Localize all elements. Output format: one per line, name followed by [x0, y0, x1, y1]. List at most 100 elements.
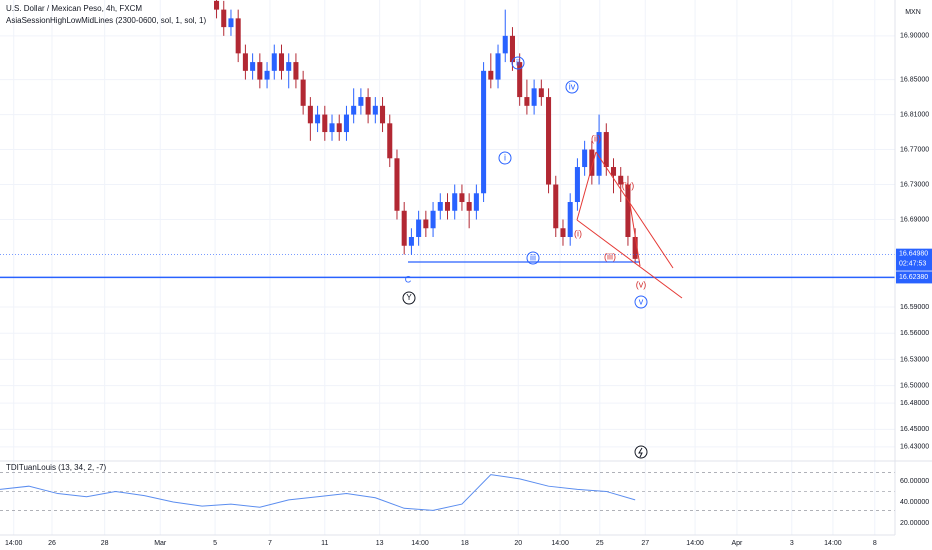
- x-tick-label: 13: [376, 540, 384, 547]
- candle-body: [416, 219, 422, 237]
- event-icon[interactable]: [634, 445, 648, 459]
- time-axis: [0, 535, 932, 550]
- candle-body: [553, 184, 559, 229]
- candle-body: [401, 210, 407, 246]
- candle-body: [603, 132, 609, 168]
- y-tick-label: 16.43000: [900, 444, 929, 451]
- y-tick-label: 16.73000: [900, 181, 929, 188]
- candle-body: [408, 236, 414, 246]
- candle-body: [300, 79, 306, 106]
- grid: [0, 0, 895, 535]
- wave-label: iv: [569, 81, 576, 91]
- price-label: 16.64980: [899, 251, 928, 258]
- candle-body: [271, 53, 277, 71]
- candle-body: [257, 62, 263, 80]
- candle-body: [286, 62, 292, 71]
- candle-body: [502, 35, 508, 54]
- price-label-box: [896, 271, 932, 284]
- wedge-line: [595, 151, 674, 269]
- candle-body: [610, 167, 617, 176]
- y-tick-label: 16.90000: [900, 33, 929, 40]
- wave-label: iii: [530, 252, 536, 262]
- candle-body: [538, 88, 544, 98]
- x-tick-label: 7: [268, 540, 272, 547]
- candle-body: [228, 18, 234, 28]
- y-tick-label: 16.53000: [900, 356, 929, 363]
- candle-body: [459, 193, 465, 203]
- candle-body: [466, 202, 472, 211]
- candle-body: [495, 53, 501, 80]
- wave-label: (i): [574, 228, 582, 238]
- y-tick-label: 16.81000: [900, 111, 929, 118]
- x-tick-label: 28: [101, 540, 109, 547]
- candle-body: [567, 202, 573, 237]
- candle-body: [387, 123, 393, 159]
- candle-body: [307, 105, 313, 124]
- candle-body: [423, 219, 429, 229]
- wave-label: v: [639, 296, 644, 306]
- countdown: 02:47:53: [899, 261, 926, 268]
- candle-body: [437, 202, 443, 211]
- y-tick-label: 16.50000: [900, 383, 929, 390]
- wave-circle: [498, 151, 512, 165]
- wedge-line: [576, 219, 683, 299]
- y-tick-label: 16.56000: [900, 330, 929, 337]
- x-tick-label: 8: [873, 540, 877, 547]
- wave-circle: [402, 291, 416, 305]
- x-tick-label: 18: [461, 540, 469, 547]
- candles: [0, 0, 895, 511]
- currency: MXN: [905, 9, 921, 16]
- candle-body: [242, 53, 248, 71]
- candle-body: [560, 228, 566, 237]
- x-tick-label: 27: [641, 540, 649, 547]
- x-tick-label: 20: [514, 540, 522, 547]
- candle-body: [336, 123, 342, 133]
- axes: 16.90000 16.85000 16.81000 16.77000 16.73000…: [5, 33, 932, 547]
- candle-body: [343, 114, 349, 133]
- wedge-line: [629, 203, 641, 267]
- price-label-box: [896, 248, 932, 271]
- indicator-label: AsiaSessionHighLowMidLines (2300-0600, s…: [6, 16, 206, 25]
- y-tick-label: 16.45000: [900, 426, 929, 433]
- y-tick-label: 60.00000: [900, 478, 929, 485]
- candle-body: [278, 53, 285, 71]
- x-tick-label: 5: [213, 540, 217, 547]
- x-tick-label: 3: [790, 540, 794, 547]
- candle-body: [625, 184, 631, 237]
- wave-label: (iii): [604, 251, 616, 261]
- y-tick-label: 16.48000: [900, 400, 929, 407]
- candle-body: [358, 97, 364, 106]
- x-tick-label: 25: [596, 540, 604, 547]
- x-tick-label: 14:00: [411, 540, 429, 547]
- wave-label: (ii): [591, 133, 601, 143]
- candle-body: [365, 97, 371, 115]
- candle-body: [372, 105, 378, 115]
- candle-body: [444, 202, 451, 211]
- x-tick-label: 14:00: [5, 540, 23, 547]
- candle-body: [293, 62, 299, 80]
- candle-body: [488, 70, 494, 80]
- candle-body: [214, 0, 220, 10]
- x-tick-label: 26: [48, 540, 56, 547]
- candle-body: [315, 114, 321, 124]
- candle-body: [589, 149, 595, 176]
- wave-label: C: [405, 274, 412, 284]
- candle-body: [481, 70, 487, 194]
- wave-circle: [526, 251, 540, 265]
- x-tick-label: 14:00: [551, 540, 569, 547]
- event-icon: [638, 447, 643, 458]
- x-tick-label: Mar: [154, 540, 167, 547]
- candle-body: [596, 132, 602, 176]
- wedge-line: [576, 151, 597, 221]
- candle-body: [574, 167, 580, 203]
- x-tick-label: 11: [321, 540, 328, 547]
- wave-circle: [511, 56, 525, 70]
- candle-body: [394, 158, 400, 211]
- y-tick-label: 16.85000: [900, 76, 929, 83]
- wave-circle: [565, 80, 579, 94]
- wave-label: i: [504, 152, 506, 162]
- candle-body: [322, 114, 328, 133]
- candle-body: [329, 123, 335, 133]
- chart-title: U.S. Dollar / Mexican Peso, 4h, FXCM: [6, 4, 142, 13]
